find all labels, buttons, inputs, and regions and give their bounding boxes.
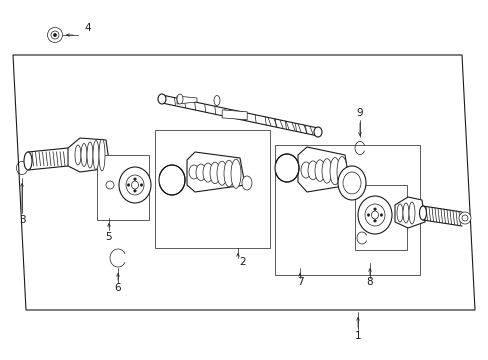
Ellipse shape [364, 204, 384, 226]
Text: 1: 1 [354, 331, 361, 341]
Ellipse shape [99, 139, 105, 171]
Ellipse shape [408, 202, 414, 224]
Ellipse shape [337, 166, 365, 200]
Polygon shape [297, 147, 349, 192]
Circle shape [51, 31, 59, 39]
Circle shape [461, 215, 467, 221]
Circle shape [53, 33, 57, 36]
Ellipse shape [217, 161, 226, 185]
Circle shape [366, 214, 369, 216]
Ellipse shape [203, 163, 213, 182]
Circle shape [133, 178, 136, 180]
Circle shape [133, 190, 136, 192]
Polygon shape [13, 55, 474, 310]
Ellipse shape [209, 162, 220, 184]
Ellipse shape [93, 140, 99, 170]
Ellipse shape [224, 160, 234, 187]
Circle shape [47, 27, 62, 42]
Text: 6: 6 [115, 283, 121, 293]
Ellipse shape [119, 167, 151, 203]
Ellipse shape [159, 165, 184, 195]
Bar [97, 155, 149, 220]
Polygon shape [394, 197, 424, 228]
Ellipse shape [230, 159, 241, 188]
Ellipse shape [87, 142, 93, 168]
Ellipse shape [158, 94, 165, 104]
Circle shape [373, 220, 376, 222]
Polygon shape [186, 152, 244, 192]
Ellipse shape [301, 162, 310, 178]
Ellipse shape [307, 161, 317, 180]
Text: 8: 8 [366, 277, 372, 287]
Text: 3: 3 [19, 215, 25, 225]
Text: 5: 5 [105, 232, 112, 242]
Ellipse shape [402, 203, 408, 223]
Ellipse shape [321, 159, 331, 183]
Circle shape [458, 212, 470, 224]
Ellipse shape [81, 144, 87, 166]
Ellipse shape [371, 211, 378, 219]
Ellipse shape [396, 204, 402, 222]
Ellipse shape [329, 158, 339, 185]
Ellipse shape [242, 176, 251, 190]
Circle shape [127, 184, 129, 186]
Ellipse shape [357, 196, 391, 234]
Bar [155, 130, 269, 248]
Circle shape [373, 208, 376, 211]
Ellipse shape [196, 164, 205, 181]
Ellipse shape [314, 160, 325, 181]
Ellipse shape [214, 95, 220, 105]
Circle shape [380, 214, 382, 216]
Ellipse shape [342, 172, 360, 194]
Text: 7: 7 [296, 277, 303, 287]
Polygon shape [222, 110, 247, 120]
Text: 4: 4 [84, 23, 91, 33]
Ellipse shape [126, 175, 143, 195]
Ellipse shape [336, 157, 346, 186]
Polygon shape [177, 96, 197, 104]
Ellipse shape [189, 165, 199, 179]
Ellipse shape [177, 94, 183, 104]
Text: 2: 2 [239, 257, 246, 267]
Ellipse shape [419, 206, 426, 220]
Bar [274, 145, 419, 275]
Ellipse shape [24, 152, 32, 170]
Text: 9: 9 [356, 108, 363, 118]
Polygon shape [68, 138, 110, 172]
Ellipse shape [75, 145, 81, 165]
Ellipse shape [131, 181, 138, 189]
Circle shape [106, 181, 114, 189]
Circle shape [140, 184, 142, 186]
Bar [354, 185, 406, 250]
Ellipse shape [313, 127, 321, 137]
Ellipse shape [274, 154, 298, 182]
